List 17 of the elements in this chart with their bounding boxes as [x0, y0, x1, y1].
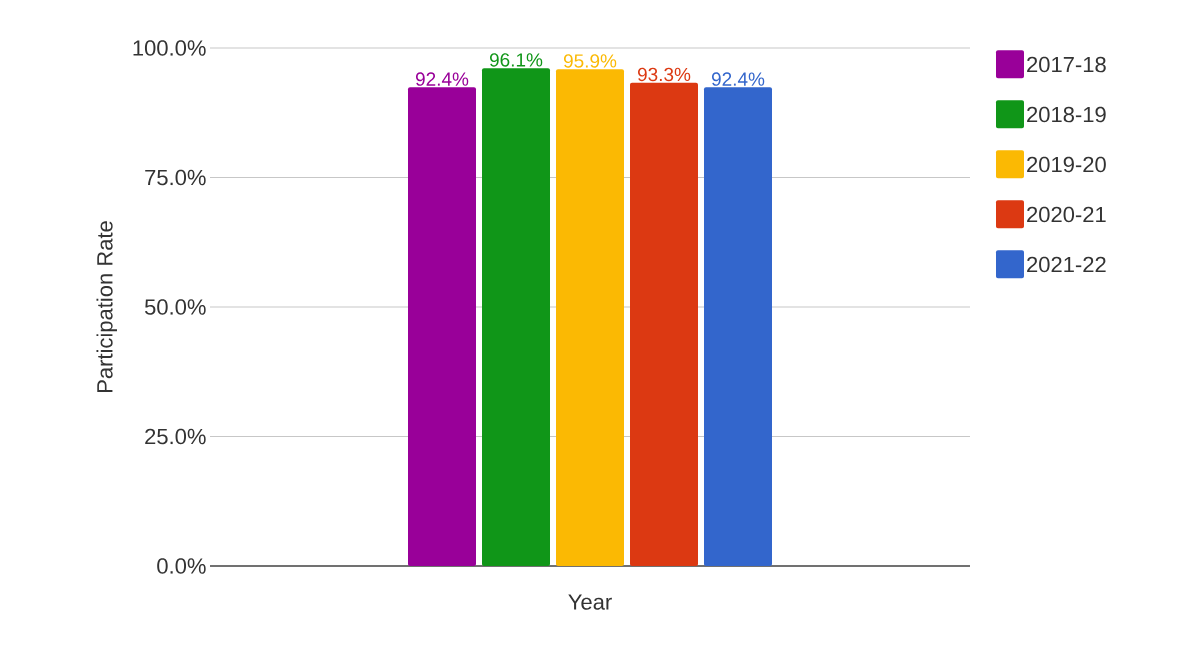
legend-label: 2021-22: [1027, 256, 1106, 273]
legend-label: 2018-19: [1027, 106, 1106, 123]
data-label: 96.1%: [489, 53, 543, 67]
legend-label: 2017-18: [1027, 56, 1106, 73]
y-tick-label: 75.0%: [145, 169, 206, 186]
data-label: 92.4%: [415, 72, 469, 86]
data-label: 93.3%: [637, 67, 691, 82]
y-tick-label: 100.0%: [133, 40, 206, 56]
legend-label: 2020-21: [1027, 206, 1106, 223]
y-tick-label: 25.0%: [145, 428, 206, 445]
x-axis-title: Year: [568, 594, 612, 610]
y-tick-label: 0.0%: [157, 558, 206, 574]
data-label: 95.9%: [563, 54, 617, 68]
y-tick-label: 50.0%: [144, 299, 206, 315]
legend-label: 2019-20: [1027, 156, 1106, 173]
data-label: 92.4%: [711, 72, 765, 86]
y-axis-title: Participation Rate: [96, 221, 117, 393]
